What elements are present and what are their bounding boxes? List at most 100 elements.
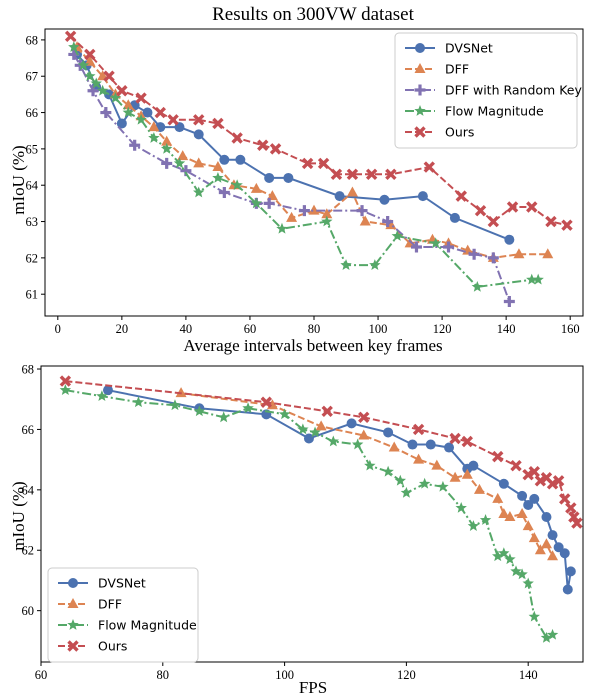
data-point [212,171,224,183]
data-point [425,439,436,450]
data-point [297,423,309,435]
data-point [561,219,573,231]
x-tick-label: 0 [55,322,61,336]
data-point [175,387,187,398]
legend-label: DVSNet [445,41,493,56]
legend-item-dff-with-random-key: DFF with Random Key [405,83,582,98]
x-tick-label: 60 [244,322,257,336]
data-point [177,150,189,161]
legend-item-flow-magnitude: Flow Magnitude [405,104,544,119]
data-point [534,544,546,555]
legend-marker [414,126,426,138]
data-point [242,402,254,414]
data-point [59,375,72,387]
series-line [72,46,539,288]
legend: DVSNet DFF Flow Magnitude Ours [47,567,199,663]
legend-label: Ours [98,639,127,654]
data-point [407,439,418,450]
data-point [303,433,314,444]
data-point [321,208,333,219]
data-point [301,157,314,170]
data-point [552,475,565,487]
legend-label: Flow Magnitude [98,618,197,633]
data-point [167,114,179,126]
y-tick-label: 66 [26,106,39,120]
legend-label: DFF with Random Key [445,83,582,98]
data-point [492,450,504,463]
data-point [379,194,390,205]
data-point [400,486,413,498]
y-tick-label: 64 [26,179,39,193]
data-point [571,517,583,529]
data-point [212,117,224,130]
y-tick-label: 60 [22,604,35,618]
data-point [516,508,528,518]
data-point [455,501,467,513]
data-point [84,70,96,82]
data-point [513,248,525,259]
data-point [260,396,273,408]
x-axis-label: Average intervals between key frames [183,336,442,355]
data-point [308,204,320,215]
data-point [250,182,262,193]
data-point [423,161,435,173]
data-point [135,92,147,104]
data-point [135,113,147,125]
legend-label: DFF [445,62,469,77]
data-point [84,48,96,61]
data-point [142,107,153,118]
data-point [449,432,461,445]
data-point [541,512,552,523]
data-point [257,139,269,151]
x-tick-label: 160 [561,322,580,336]
y-tick-label: 67 [26,70,39,84]
data-point [547,550,559,561]
data-point [358,411,370,424]
data-point [449,212,460,223]
x-tick-label: 80 [308,322,321,336]
legend: DVSNet DFF DFF with Random Key Flow Magnitu… [394,32,582,149]
series-dff [175,387,559,561]
data-point [169,399,181,411]
data-point [546,478,559,490]
data-point [77,59,90,71]
data-point [391,230,403,241]
data-point [68,41,80,53]
y-tick-label: 66 [22,423,35,437]
data-point [161,135,173,146]
data-point [59,384,72,396]
data-point [383,427,394,438]
data-point [437,480,449,492]
data-point [522,520,534,531]
data-point [193,186,205,198]
data-point [346,186,358,197]
legend-item-dff: DFF [405,62,469,77]
y-axis-label: mIoU (%) [9,481,28,550]
legend-label: Ours [445,125,474,140]
legend-marker [414,105,426,116]
data-point [346,418,357,429]
data-point [553,542,564,553]
legend-marker [414,84,426,96]
data-point [84,55,96,66]
legend-item-dvsnet: DVSNet [58,576,146,591]
data-point [528,610,540,622]
series-ours [59,375,583,529]
data-point [346,168,359,181]
x-tick-label: 140 [519,668,538,682]
data-point [235,154,246,165]
data-point [364,459,376,471]
legend-marker [67,640,79,652]
data-point [96,390,108,402]
data-point [283,172,294,183]
data-point [498,478,509,489]
legend-label: DVSNet [98,576,146,591]
legend-label: DFF [98,597,122,612]
data-point [264,172,275,183]
data-point [474,204,487,217]
data-point [193,157,205,168]
data-point [334,191,345,202]
data-point [173,157,186,169]
data-point [132,396,145,408]
